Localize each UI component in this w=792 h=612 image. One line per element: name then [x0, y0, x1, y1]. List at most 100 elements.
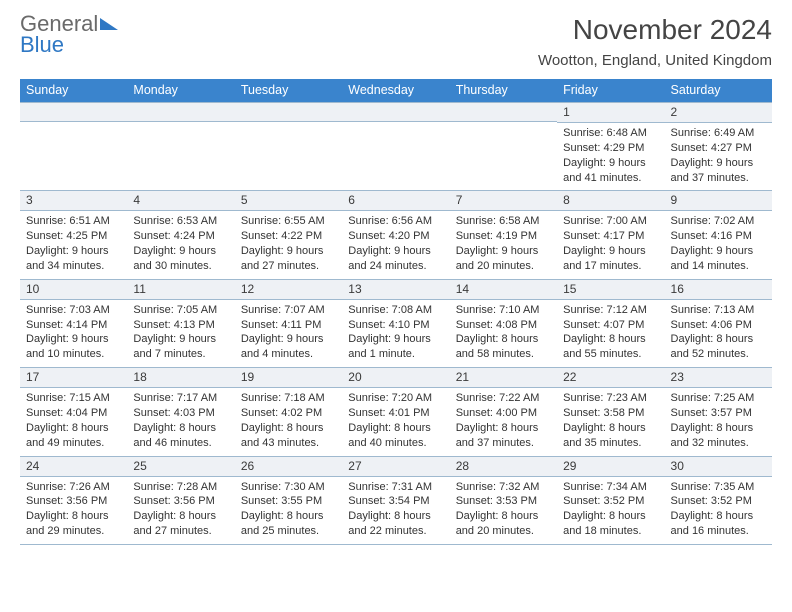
sunset-text: Sunset: 3:57 PM	[671, 406, 766, 421]
daylight-text: Daylight: 8 hours and 32 minutes.	[671, 421, 766, 451]
sunset-text: Sunset: 3:52 PM	[563, 494, 658, 509]
day-number: 4	[127, 191, 234, 211]
day-body: Sunrise: 7:12 AMSunset: 4:07 PMDaylight:…	[557, 300, 664, 367]
dow-cell: Wednesday	[342, 79, 449, 102]
day-body: Sunrise: 7:34 AMSunset: 3:52 PMDaylight:…	[557, 477, 664, 544]
day-number: 7	[450, 191, 557, 211]
sunset-text: Sunset: 4:00 PM	[456, 406, 551, 421]
day-body: Sunrise: 7:31 AMSunset: 3:54 PMDaylight:…	[342, 477, 449, 544]
day-cell	[127, 102, 234, 190]
day-number: 5	[235, 191, 342, 211]
sunset-text: Sunset: 4:16 PM	[671, 229, 766, 244]
sunset-text: Sunset: 4:10 PM	[348, 318, 443, 333]
daylight-text: Daylight: 8 hours and 43 minutes.	[241, 421, 336, 451]
day-body: Sunrise: 7:13 AMSunset: 4:06 PMDaylight:…	[665, 300, 772, 367]
sunrise-text: Sunrise: 7:13 AM	[671, 303, 766, 318]
day-cell: 5Sunrise: 6:55 AMSunset: 4:22 PMDaylight…	[235, 190, 342, 278]
day-number: 20	[342, 368, 449, 388]
day-cell: 2Sunrise: 6:49 AMSunset: 4:27 PMDaylight…	[665, 102, 772, 190]
day-body: Sunrise: 6:51 AMSunset: 4:25 PMDaylight:…	[20, 211, 127, 278]
day-number: 13	[342, 280, 449, 300]
daylight-text: Daylight: 8 hours and 49 minutes.	[26, 421, 121, 451]
dow-cell: Saturday	[665, 79, 772, 102]
sunset-text: Sunset: 4:29 PM	[563, 141, 658, 156]
day-number: 10	[20, 280, 127, 300]
daylight-text: Daylight: 9 hours and 34 minutes.	[26, 244, 121, 274]
day-cell: 22Sunrise: 7:23 AMSunset: 3:58 PMDayligh…	[557, 367, 664, 455]
day-body: Sunrise: 7:28 AMSunset: 3:56 PMDaylight:…	[127, 477, 234, 544]
daylight-text: Daylight: 8 hours and 37 minutes.	[456, 421, 551, 451]
daylight-text: Daylight: 9 hours and 10 minutes.	[26, 332, 121, 362]
day-body: Sunrise: 6:48 AMSunset: 4:29 PMDaylight:…	[557, 123, 664, 190]
day-cell: 19Sunrise: 7:18 AMSunset: 4:02 PMDayligh…	[235, 367, 342, 455]
day-body: Sunrise: 7:23 AMSunset: 3:58 PMDaylight:…	[557, 388, 664, 455]
daylight-text: Daylight: 9 hours and 41 minutes.	[563, 156, 658, 186]
sunrise-text: Sunrise: 7:10 AM	[456, 303, 551, 318]
day-number: 25	[127, 457, 234, 477]
sunrise-text: Sunrise: 6:55 AM	[241, 214, 336, 229]
sunrise-text: Sunrise: 7:18 AM	[241, 391, 336, 406]
day-number: 2	[665, 103, 772, 123]
sunrise-text: Sunrise: 7:20 AM	[348, 391, 443, 406]
sunrise-text: Sunrise: 7:08 AM	[348, 303, 443, 318]
day-body	[20, 122, 127, 182]
sunrise-text: Sunrise: 7:32 AM	[456, 480, 551, 495]
sunrise-text: Sunrise: 7:07 AM	[241, 303, 336, 318]
sunset-text: Sunset: 3:58 PM	[563, 406, 658, 421]
day-body: Sunrise: 7:32 AMSunset: 3:53 PMDaylight:…	[450, 477, 557, 544]
sunrise-text: Sunrise: 7:23 AM	[563, 391, 658, 406]
daylight-text: Daylight: 8 hours and 52 minutes.	[671, 332, 766, 362]
day-cell	[450, 102, 557, 190]
day-body: Sunrise: 7:10 AMSunset: 4:08 PMDaylight:…	[450, 300, 557, 367]
dow-cell: Friday	[557, 79, 664, 102]
day-body: Sunrise: 7:17 AMSunset: 4:03 PMDaylight:…	[127, 388, 234, 455]
day-number: 9	[665, 191, 772, 211]
sunrise-text: Sunrise: 6:53 AM	[133, 214, 228, 229]
location-label: Wootton, England, United Kingdom	[538, 52, 772, 69]
daylight-text: Daylight: 8 hours and 40 minutes.	[348, 421, 443, 451]
daylight-text: Daylight: 8 hours and 29 minutes.	[26, 509, 121, 539]
day-cell: 24Sunrise: 7:26 AMSunset: 3:56 PMDayligh…	[20, 456, 127, 544]
daylight-text: Daylight: 8 hours and 18 minutes.	[563, 509, 658, 539]
day-number: 18	[127, 368, 234, 388]
day-number: 21	[450, 368, 557, 388]
day-number	[235, 103, 342, 122]
sunrise-text: Sunrise: 7:34 AM	[563, 480, 658, 495]
sunrise-text: Sunrise: 7:30 AM	[241, 480, 336, 495]
day-number: 28	[450, 457, 557, 477]
sunrise-text: Sunrise: 7:03 AM	[26, 303, 121, 318]
day-body: Sunrise: 7:26 AMSunset: 3:56 PMDaylight:…	[20, 477, 127, 544]
day-body: Sunrise: 7:30 AMSunset: 3:55 PMDaylight:…	[235, 477, 342, 544]
day-body: Sunrise: 7:05 AMSunset: 4:13 PMDaylight:…	[127, 300, 234, 367]
header: General Blue November 2024 Wootton, Engl…	[20, 14, 772, 69]
day-body: Sunrise: 7:02 AMSunset: 4:16 PMDaylight:…	[665, 211, 772, 278]
day-number: 14	[450, 280, 557, 300]
day-cell: 21Sunrise: 7:22 AMSunset: 4:00 PMDayligh…	[450, 367, 557, 455]
sunset-text: Sunset: 4:03 PM	[133, 406, 228, 421]
sunset-text: Sunset: 4:14 PM	[26, 318, 121, 333]
sunset-text: Sunset: 4:27 PM	[671, 141, 766, 156]
sunset-text: Sunset: 4:06 PM	[671, 318, 766, 333]
sunset-text: Sunset: 3:55 PM	[241, 494, 336, 509]
day-number: 12	[235, 280, 342, 300]
day-body	[450, 122, 557, 182]
day-cell: 11Sunrise: 7:05 AMSunset: 4:13 PMDayligh…	[127, 279, 234, 367]
sunset-text: Sunset: 4:04 PM	[26, 406, 121, 421]
sunset-text: Sunset: 4:22 PM	[241, 229, 336, 244]
day-body: Sunrise: 7:03 AMSunset: 4:14 PMDaylight:…	[20, 300, 127, 367]
day-body: Sunrise: 7:08 AMSunset: 4:10 PMDaylight:…	[342, 300, 449, 367]
week-row: 24Sunrise: 7:26 AMSunset: 3:56 PMDayligh…	[20, 456, 772, 544]
daylight-text: Daylight: 9 hours and 30 minutes.	[133, 244, 228, 274]
sunset-text: Sunset: 3:56 PM	[133, 494, 228, 509]
day-number	[20, 103, 127, 122]
day-cell: 14Sunrise: 7:10 AMSunset: 4:08 PMDayligh…	[450, 279, 557, 367]
daylight-text: Daylight: 8 hours and 25 minutes.	[241, 509, 336, 539]
day-number: 11	[127, 280, 234, 300]
day-cell: 13Sunrise: 7:08 AMSunset: 4:10 PMDayligh…	[342, 279, 449, 367]
day-body: Sunrise: 7:18 AMSunset: 4:02 PMDaylight:…	[235, 388, 342, 455]
dow-cell: Sunday	[20, 79, 127, 102]
daylight-text: Daylight: 8 hours and 22 minutes.	[348, 509, 443, 539]
sunrise-text: Sunrise: 7:35 AM	[671, 480, 766, 495]
brand-name-b: Blue	[20, 32, 64, 57]
day-cell: 27Sunrise: 7:31 AMSunset: 3:54 PMDayligh…	[342, 456, 449, 544]
